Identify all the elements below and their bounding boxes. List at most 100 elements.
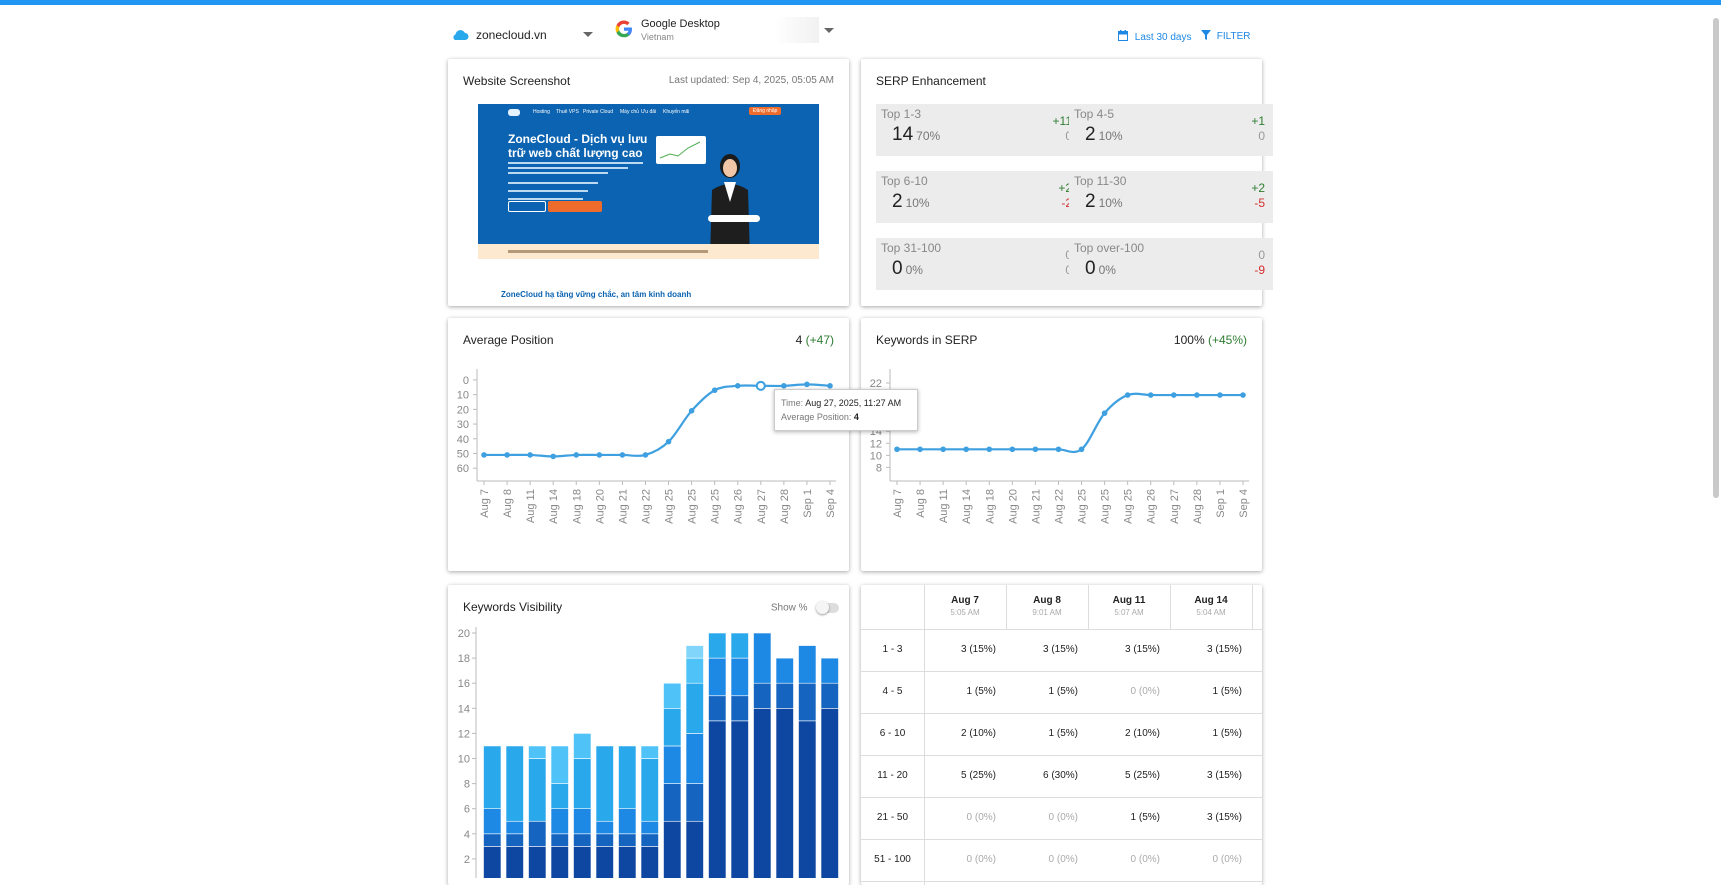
bar-segment[interactable] (708, 657, 727, 697)
engine-selector[interactable]: Google Desktop Vietnam (614, 17, 839, 47)
column-header[interactable]: Aug 11 5:07 AM (1088, 595, 1170, 617)
bar-segment[interactable] (775, 657, 794, 684)
bar-segment[interactable] (550, 846, 569, 878)
bar-segment[interactable] (663, 745, 682, 784)
bar-segment[interactable] (753, 682, 772, 709)
bar-segment[interactable] (483, 846, 502, 878)
bar-segment[interactable] (640, 820, 659, 835)
bar-segment[interactable] (528, 745, 547, 759)
bar-segment[interactable] (730, 720, 749, 878)
hovered-data-point[interactable] (755, 380, 766, 391)
data-point[interactable] (642, 452, 649, 458)
data-point[interactable] (573, 452, 580, 458)
data-point[interactable] (619, 452, 626, 458)
bar-segment[interactable] (708, 632, 727, 659)
site-selector[interactable]: zonecloud.vn (451, 25, 596, 47)
bar-segment[interactable] (798, 645, 817, 684)
column-header[interactable]: Aug 14 5:04 AM (1170, 595, 1252, 617)
bar-segment[interactable] (663, 708, 682, 747)
bar-segment[interactable] (685, 733, 704, 784)
data-point[interactable] (1101, 410, 1108, 416)
page-scrollbar[interactable] (1713, 18, 1719, 498)
bar-segment[interactable] (663, 820, 682, 878)
column-header[interactable]: Aug 8 9:01 AM (1006, 595, 1088, 617)
data-point[interactable] (1055, 446, 1062, 453)
bar-segment[interactable] (528, 758, 547, 822)
bar-segment[interactable] (618, 846, 637, 878)
bar-segment[interactable] (573, 833, 592, 847)
data-point[interactable] (986, 446, 993, 453)
data-point[interactable] (665, 438, 672, 445)
bar-segment[interactable] (573, 758, 592, 810)
data-point[interactable] (1194, 392, 1200, 398)
bar-segment[interactable] (685, 820, 704, 878)
bar-segment[interactable] (775, 682, 794, 709)
column-header[interactable]: Aug 7 5:05 AM (924, 595, 1006, 617)
data-point[interactable] (1217, 392, 1223, 398)
bar-segment[interactable] (573, 846, 592, 878)
bar-segment[interactable] (505, 745, 524, 822)
bar-segment[interactable] (640, 833, 659, 847)
bar-segment[interactable] (685, 682, 704, 734)
bar-segment[interactable] (753, 632, 772, 684)
bar-segment[interactable] (798, 720, 817, 878)
bar-segment[interactable] (820, 708, 839, 878)
bar-segment[interactable] (708, 695, 727, 722)
data-point[interactable] (711, 387, 718, 394)
data-point[interactable] (963, 446, 969, 453)
bar-segment[interactable] (640, 745, 659, 759)
data-point[interactable] (527, 452, 533, 458)
bar-segment[interactable] (483, 833, 502, 847)
bar-segment[interactable] (528, 846, 547, 878)
data-point[interactable] (827, 383, 833, 389)
bar-segment[interactable] (730, 695, 749, 722)
bar-segment[interactable] (663, 682, 682, 709)
data-point[interactable] (1032, 446, 1039, 453)
keywords-visibility-chart[interactable]: 2 4 6 8 10 12 14 16 18 20 (448, 585, 849, 878)
data-point[interactable] (481, 452, 487, 458)
bar-segment[interactable] (618, 833, 637, 847)
data-point[interactable] (504, 452, 510, 458)
bar-segment[interactable] (505, 846, 524, 878)
data-point[interactable] (596, 452, 603, 458)
bar-segment[interactable] (753, 708, 772, 878)
data-point[interactable] (1078, 446, 1085, 453)
bar-segment[interactable] (550, 808, 569, 835)
bar-segment[interactable] (618, 808, 637, 835)
bar-segment[interactable] (820, 657, 839, 684)
bar-segment[interactable] (505, 820, 524, 835)
bar-segment[interactable] (730, 632, 749, 659)
bar-segment[interactable] (640, 846, 659, 878)
data-point[interactable] (781, 383, 787, 389)
data-point[interactable] (734, 383, 741, 389)
bar-segment[interactable] (820, 682, 839, 709)
bar-segment[interactable] (505, 833, 524, 847)
bar-segment[interactable] (528, 820, 547, 847)
show-percent-toggle[interactable]: Show % (771, 599, 839, 617)
data-point[interactable] (894, 446, 900, 453)
bar-segment[interactable] (595, 846, 614, 878)
bar-segment[interactable] (685, 645, 704, 659)
data-point[interactable] (688, 408, 695, 414)
bar-segment[interactable] (573, 808, 592, 835)
data-point[interactable] (804, 381, 810, 388)
bar-segment[interactable] (640, 758, 659, 822)
bar-segment[interactable] (483, 745, 502, 809)
bar-segment[interactable] (798, 682, 817, 722)
bar-segment[interactable] (550, 745, 569, 784)
bar-segment[interactable] (708, 720, 727, 878)
data-point[interactable] (1240, 392, 1246, 398)
bar-segment[interactable] (573, 733, 592, 759)
bar-segment[interactable] (775, 708, 794, 878)
bar-segment[interactable] (550, 783, 569, 810)
data-point[interactable] (1147, 392, 1154, 398)
data-point[interactable] (1009, 446, 1016, 453)
bar-segment[interactable] (483, 808, 502, 835)
bar-segment[interactable] (685, 657, 704, 684)
bar-segment[interactable] (595, 820, 614, 835)
average-position-chart[interactable]: 0 10 20 30 40 50 60 Aug 7 Aug 8 Aug 11 Aug 14 Aug 1… (448, 318, 849, 571)
data-point[interactable] (1124, 392, 1131, 398)
data-point[interactable] (940, 446, 946, 453)
bar-segment[interactable] (663, 783, 682, 822)
